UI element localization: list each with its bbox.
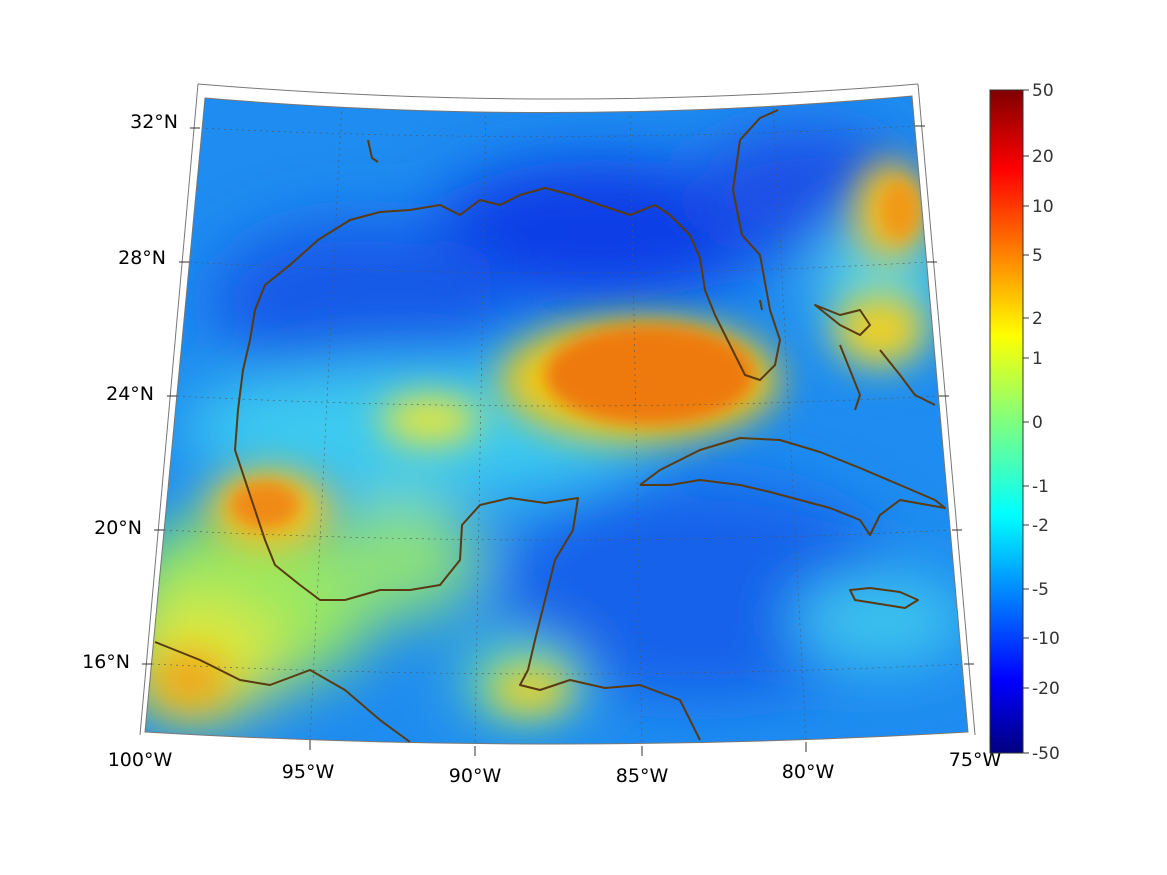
lat-label-28n: 28°N — [118, 247, 166, 269]
lat-label-24n: 24°N — [106, 383, 154, 405]
lon-label-85w: 85°W — [616, 765, 669, 787]
lon-label-90w: 90°W — [449, 765, 502, 787]
colorbar-tick-0: 0 — [1032, 413, 1043, 433]
coastlines — [154, 109, 946, 743]
lon-label-100w: 100°W — [108, 749, 173, 771]
colorbar: 50 20 10 5 2 1 0 -1 -2 -5 -10 -20 -50 — [989, 81, 1060, 764]
colorbar-tick-neg2: -2 — [1032, 516, 1049, 536]
colorbar-tick-neg5: -5 — [1032, 580, 1049, 600]
lat-label-16n: 16°N — [82, 651, 130, 673]
data-field — [145, 96, 968, 744]
colorbar-tick-5: 5 — [1032, 246, 1043, 266]
colorbar-tick-50: 50 — [1032, 81, 1054, 101]
map-frame — [144, 95, 969, 745]
lon-label-95w: 95°W — [282, 761, 335, 783]
colorbar-tick-2: 2 — [1032, 309, 1043, 329]
colorbar-tick-neg10: -10 — [1032, 629, 1060, 649]
colorbar-tick-neg50: -50 — [1032, 744, 1060, 764]
colorbar-tick-1: 1 — [1032, 349, 1043, 369]
colorbar-tick-10: 10 — [1032, 197, 1054, 217]
lat-label-20n: 20°N — [94, 517, 142, 539]
lon-label-80w: 80°W — [782, 761, 835, 783]
colorbar-tick-neg1: -1 — [1032, 477, 1049, 497]
colorbar-gradient — [989, 89, 1024, 754]
colorbar-tick-neg20: -20 — [1032, 679, 1060, 699]
graticule — [151, 99, 965, 744]
lat-label-32n: 32°N — [130, 111, 178, 133]
lon-label-75w: 75°W — [949, 749, 1002, 771]
colorbar-tick-20: 20 — [1032, 147, 1054, 167]
